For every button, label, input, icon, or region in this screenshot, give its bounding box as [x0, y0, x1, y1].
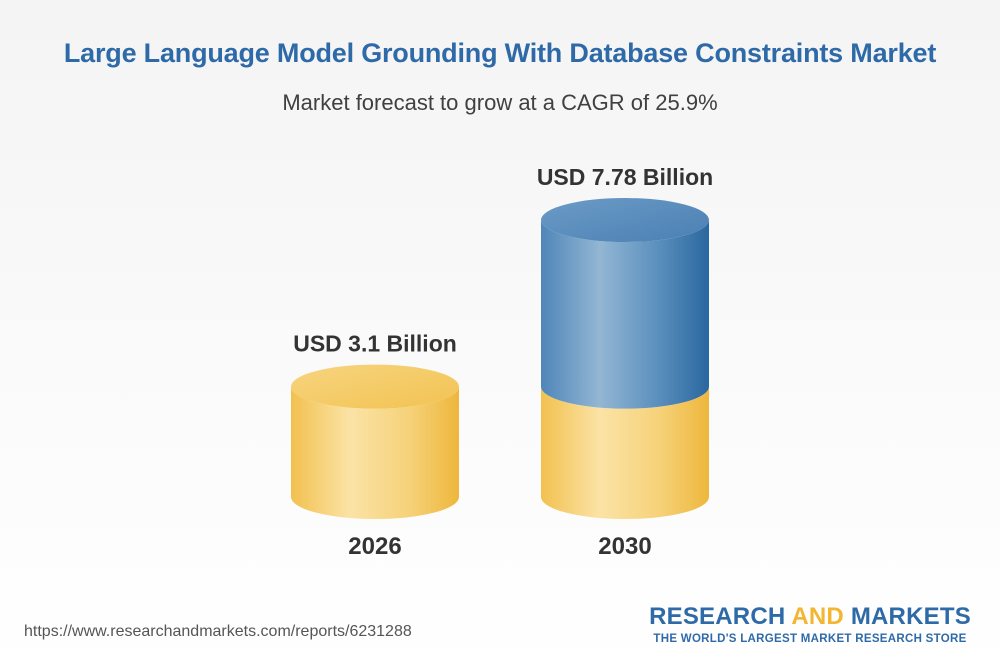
report-url[interactable]: https://www.researchandmarkets.com/repor… [24, 623, 412, 640]
brand-name: RESEARCH AND MARKETS [640, 603, 980, 631]
bar-2030-growth [541, 220, 709, 409]
brand-logo: RESEARCH AND MARKETS THE WORLD'S LARGEST… [640, 603, 980, 645]
brand-tagline: THE WORLD'S LARGEST MARKET RESEARCH STOR… [653, 633, 967, 645]
bar-2030-base [541, 386, 709, 519]
bar-2026-base-top [291, 364, 459, 409]
brand-name-research: RESEARCH [649, 603, 792, 630]
value-label-2026: USD 3.1 Billion [293, 331, 457, 357]
brand-name-and: AND [791, 603, 844, 630]
category-label-2030: 2030 [598, 533, 651, 560]
bar-2026-base [291, 386, 459, 519]
value-label-2030: USD 7.78 Billion [537, 164, 713, 190]
chart-subtitle: Market forecast to grow at a CAGR of 25.… [282, 90, 718, 115]
bar-2030-growth-top [541, 198, 709, 242]
chart-title: Large Language Model Grounding With Data… [63, 38, 937, 68]
category-label-2026: 2026 [348, 533, 401, 560]
brand-name-markets: MARKETS [843, 603, 971, 630]
